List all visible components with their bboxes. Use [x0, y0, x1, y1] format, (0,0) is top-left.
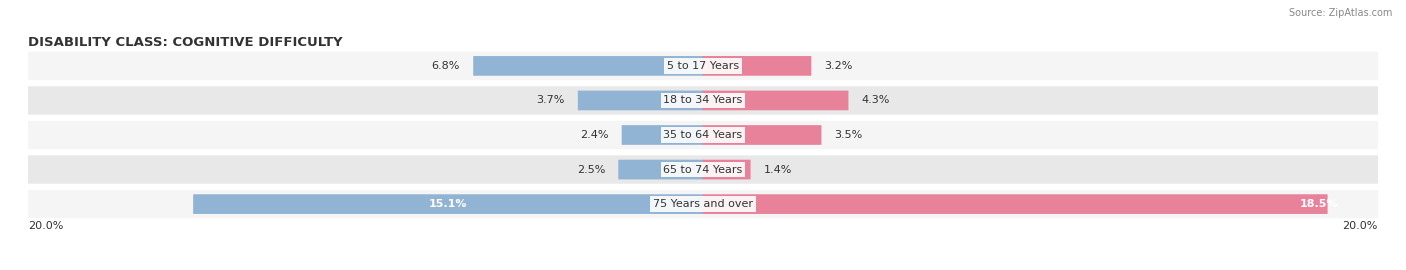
Text: 3.7%: 3.7%: [536, 95, 565, 106]
FancyBboxPatch shape: [28, 190, 1378, 218]
FancyBboxPatch shape: [28, 86, 1378, 114]
Text: 18 to 34 Years: 18 to 34 Years: [664, 95, 742, 106]
Text: 65 to 74 Years: 65 to 74 Years: [664, 164, 742, 175]
Text: 20.0%: 20.0%: [1343, 221, 1378, 231]
FancyBboxPatch shape: [703, 91, 848, 110]
Text: 4.3%: 4.3%: [862, 95, 890, 106]
FancyBboxPatch shape: [193, 194, 703, 214]
Text: 1.4%: 1.4%: [763, 164, 792, 175]
FancyBboxPatch shape: [474, 56, 703, 76]
Text: 35 to 64 Years: 35 to 64 Years: [664, 130, 742, 140]
Text: 2.5%: 2.5%: [576, 164, 605, 175]
FancyBboxPatch shape: [703, 125, 821, 145]
Text: DISABILITY CLASS: COGNITIVE DIFFICULTY: DISABILITY CLASS: COGNITIVE DIFFICULTY: [28, 36, 343, 49]
Text: Source: ZipAtlas.com: Source: ZipAtlas.com: [1288, 8, 1392, 18]
FancyBboxPatch shape: [703, 56, 811, 76]
FancyBboxPatch shape: [703, 194, 1327, 214]
FancyBboxPatch shape: [28, 121, 1378, 149]
FancyBboxPatch shape: [28, 156, 1378, 184]
Text: 15.1%: 15.1%: [429, 199, 467, 209]
FancyBboxPatch shape: [578, 91, 703, 110]
FancyBboxPatch shape: [619, 160, 703, 179]
FancyBboxPatch shape: [703, 160, 751, 179]
Text: 18.5%: 18.5%: [1299, 199, 1339, 209]
Text: 3.2%: 3.2%: [824, 61, 853, 71]
FancyBboxPatch shape: [28, 52, 1378, 80]
FancyBboxPatch shape: [621, 125, 703, 145]
Text: 6.8%: 6.8%: [432, 61, 460, 71]
Text: 75 Years and over: 75 Years and over: [652, 199, 754, 209]
Text: 2.4%: 2.4%: [581, 130, 609, 140]
Text: 3.5%: 3.5%: [835, 130, 863, 140]
Text: 5 to 17 Years: 5 to 17 Years: [666, 61, 740, 71]
Text: 20.0%: 20.0%: [28, 221, 63, 231]
